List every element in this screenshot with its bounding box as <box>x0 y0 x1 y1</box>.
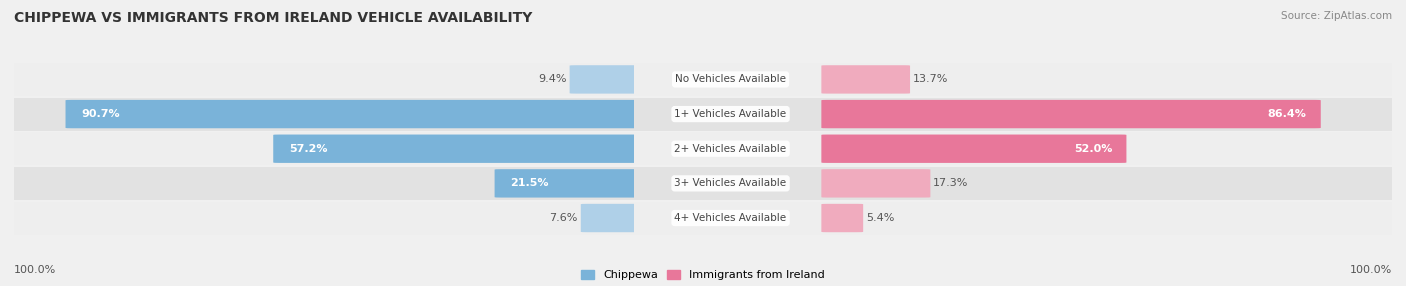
Text: 52.0%: 52.0% <box>1074 144 1112 154</box>
Text: 17.3%: 17.3% <box>934 178 969 188</box>
Text: 9.4%: 9.4% <box>538 74 567 84</box>
FancyBboxPatch shape <box>273 134 640 163</box>
Text: 90.7%: 90.7% <box>82 109 120 119</box>
Text: Source: ZipAtlas.com: Source: ZipAtlas.com <box>1281 11 1392 21</box>
Legend: Chippewa, Immigrants from Ireland: Chippewa, Immigrants from Ireland <box>581 270 825 281</box>
FancyBboxPatch shape <box>821 100 1320 128</box>
FancyBboxPatch shape <box>581 204 640 232</box>
Text: 7.6%: 7.6% <box>550 213 578 223</box>
FancyBboxPatch shape <box>821 134 1126 163</box>
Text: 100.0%: 100.0% <box>14 265 56 275</box>
FancyBboxPatch shape <box>821 204 863 232</box>
Text: 5.4%: 5.4% <box>866 213 894 223</box>
Text: 13.7%: 13.7% <box>912 74 948 84</box>
Text: 2+ Vehicles Available: 2+ Vehicles Available <box>675 144 786 154</box>
FancyBboxPatch shape <box>821 65 910 94</box>
Text: No Vehicles Available: No Vehicles Available <box>675 74 786 84</box>
Text: 4+ Vehicles Available: 4+ Vehicles Available <box>675 213 786 223</box>
FancyBboxPatch shape <box>495 169 640 198</box>
FancyBboxPatch shape <box>569 65 640 94</box>
Text: 100.0%: 100.0% <box>1350 265 1392 275</box>
Text: CHIPPEWA VS IMMIGRANTS FROM IRELAND VEHICLE AVAILABILITY: CHIPPEWA VS IMMIGRANTS FROM IRELAND VEHI… <box>14 11 533 25</box>
Text: 86.4%: 86.4% <box>1268 109 1306 119</box>
Text: 1+ Vehicles Available: 1+ Vehicles Available <box>675 109 786 119</box>
Text: 21.5%: 21.5% <box>510 178 548 188</box>
FancyBboxPatch shape <box>821 169 931 198</box>
FancyBboxPatch shape <box>66 100 640 128</box>
Text: 3+ Vehicles Available: 3+ Vehicles Available <box>675 178 786 188</box>
Text: 57.2%: 57.2% <box>288 144 328 154</box>
